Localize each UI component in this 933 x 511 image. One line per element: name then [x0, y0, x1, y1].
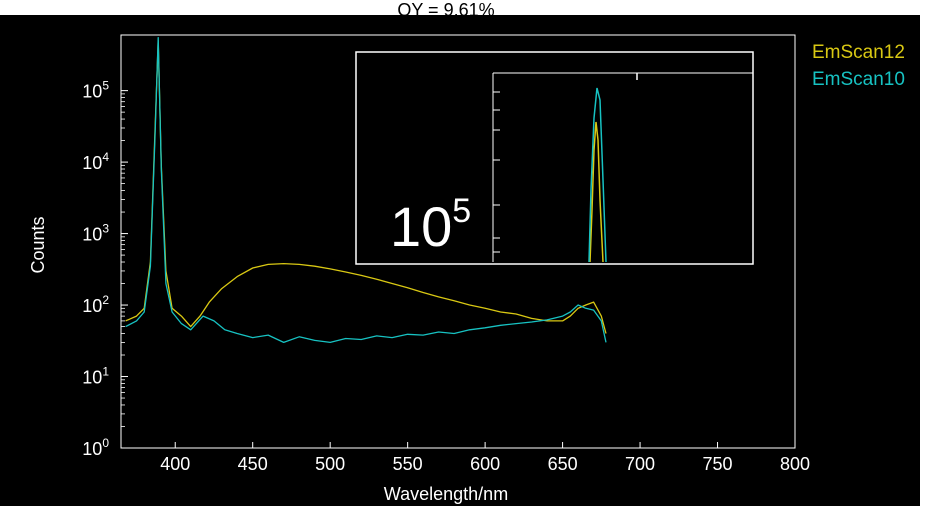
legend-entry-1: EmScan10: [812, 69, 905, 90]
right-white-band: [920, 0, 933, 506]
y-tick-exp-5: 5: [102, 79, 109, 93]
y-tick-exp-2: 2: [102, 293, 109, 307]
y-tick-base-2: 10: [82, 296, 102, 316]
x-axis-label: Wavelength/nm: [384, 484, 508, 504]
inset-minor-ticks: [493, 91, 500, 253]
y-tick-exp-1: 1: [102, 365, 109, 379]
y-tick-label-2: 102: [82, 293, 109, 316]
legend-entry-0: EmScan12: [812, 42, 905, 63]
y-tick-base-0: 10: [82, 439, 102, 459]
x-tick-label-5: 650: [548, 454, 578, 474]
x-tick-label-1: 450: [238, 454, 268, 474]
series-line-1: [125, 37, 607, 344]
y-tick-base-5: 10: [82, 82, 102, 102]
inset-frame: [355, 51, 754, 265]
y-tick-label-0: 100: [82, 436, 109, 459]
x-tick-label-8: 800: [780, 454, 810, 474]
inset-big-tick-label: 105: [390, 192, 471, 258]
y-tick-base-1: 10: [82, 368, 102, 388]
legend: EmScan12 EmScan10: [812, 42, 905, 90]
y-tick-exp-0: 0: [102, 436, 109, 450]
inset-big-tick-exp: 5: [452, 192, 471, 230]
y-tick-base-3: 10: [82, 225, 102, 245]
y-tick-label-5: 105: [82, 79, 109, 102]
x-tick-label-3: 550: [393, 454, 423, 474]
y-tick-label-1: 101: [82, 365, 109, 388]
y-tick-exp-3: 3: [102, 222, 109, 236]
x-tick-label-0: 400: [160, 454, 190, 474]
inset-panel: 105: [355, 51, 754, 265]
plot-frame: [120, 34, 796, 449]
y-tick-label-3: 103: [82, 222, 109, 245]
inset-series-line-1: [588, 87, 607, 263]
inset-big-tick-base: 10: [390, 195, 452, 258]
inset-series-line-0: [589, 121, 604, 263]
x-tick-label-6: 700: [625, 454, 655, 474]
y-tick-exp-4: 4: [102, 150, 109, 164]
y-tick-base-4: 10: [82, 153, 102, 173]
chart-title: QY = 9.61%: [397, 0, 494, 20]
x-tick-label-7: 750: [703, 454, 733, 474]
y-tick-label-4: 104: [82, 150, 109, 173]
inset-series: [588, 87, 607, 263]
series-layer: [125, 37, 607, 344]
x-axis-ticks: 400 450 500 550 600 650 700 750 800: [160, 442, 810, 474]
y-axis-label: Counts: [28, 216, 48, 273]
x-tick-label-2: 500: [315, 454, 345, 474]
x-tick-label-4: 600: [470, 454, 500, 474]
top-white-band: [0, 0, 933, 15]
